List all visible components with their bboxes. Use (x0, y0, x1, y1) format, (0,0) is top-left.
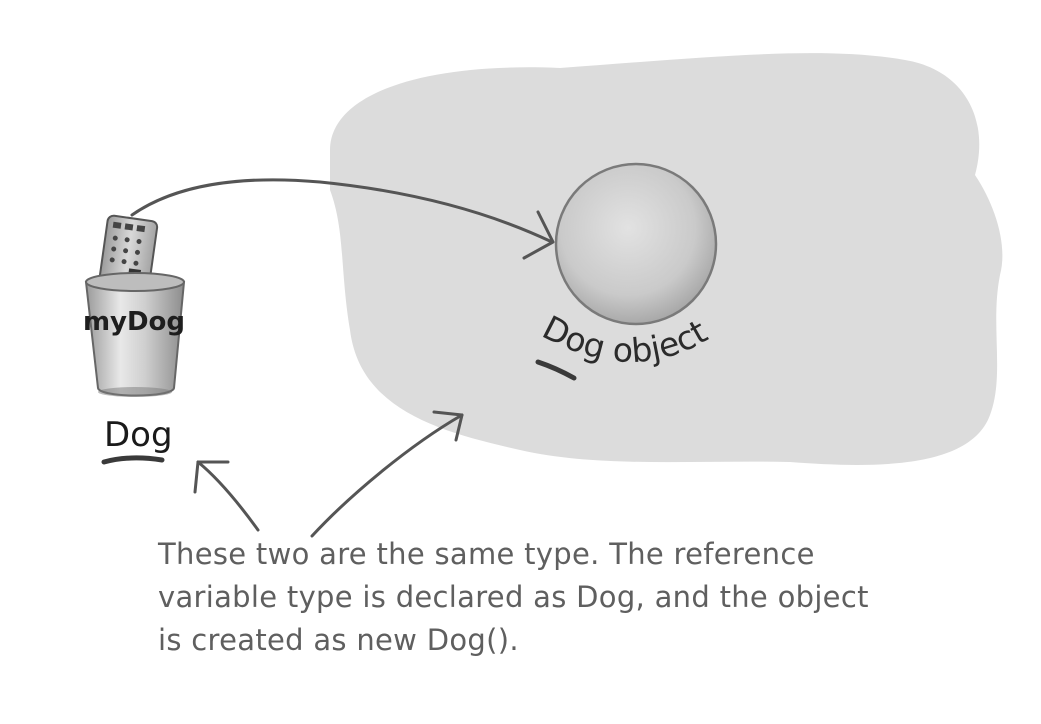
object-label-underline (535, 359, 577, 381)
variable-type-underline (101, 455, 165, 465)
dog-object-sphere (554, 162, 718, 326)
variable-name-label: myDog (83, 307, 185, 337)
caption-line-3: is created as new Dog(). (158, 623, 519, 657)
caption-line-2: variable type is declared as Dog, and th… (158, 580, 869, 614)
variable-cup-icon (84, 272, 186, 397)
caption-line-1: These two are the same type. The referen… (158, 537, 815, 571)
annotation-arrow-to-type (193, 460, 260, 532)
annotation-arrow-to-object (310, 410, 464, 538)
caption-annotation: These two are the same type. The referen… (158, 533, 918, 662)
variable-type-label: Dog (104, 415, 173, 455)
reference-arrow (130, 178, 555, 260)
